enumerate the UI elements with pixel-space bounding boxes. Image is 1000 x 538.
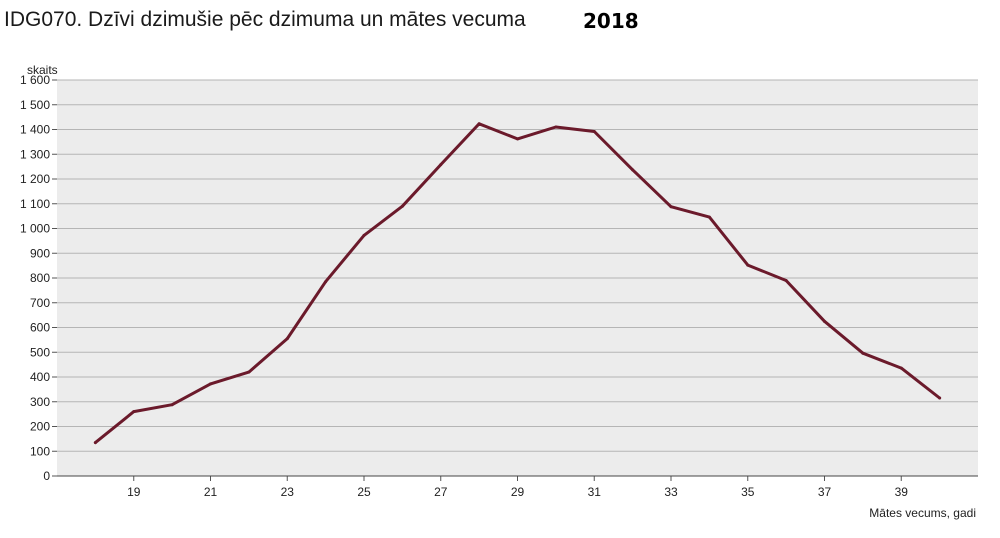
y-tick-label: 900 [30,246,50,260]
data-point [554,125,558,129]
x-axis-label: Mātes vecums, gadi [869,506,976,520]
x-tick-label: 31 [588,485,602,499]
y-tick-label: 1 500 [20,98,50,112]
y-axis-label: skaits [27,63,58,77]
data-point [899,366,903,370]
x-tick-label: 27 [434,485,448,499]
data-point [209,382,212,386]
y-tick-label: 1 400 [20,123,50,137]
y-tick-label: 600 [30,321,50,335]
y-tick-label: 1 100 [20,197,50,211]
data-point [707,215,711,219]
data-point [439,163,443,167]
data-point [631,168,635,172]
data-point [669,205,673,209]
y-tick-label: 1 300 [20,147,50,161]
x-tick-label: 37 [818,485,832,499]
x-axis-ticks: 19 21 23 25 27 29 31 33 35 37 39 [127,476,908,499]
data-point [746,263,750,267]
y-tick-label: 1 000 [20,222,50,236]
x-tick-label: 39 [895,485,909,499]
x-tick-label: 25 [357,485,371,499]
y-tick-label: 1 600 [20,73,50,87]
y-tick-label: 200 [30,420,50,434]
data-point [861,351,865,355]
data-point [784,278,788,282]
y-tick-label: 0 [43,469,50,483]
x-tick-label: 23 [281,485,295,499]
data-point [285,337,289,341]
data-point [400,204,404,208]
y-axis-ticks: 0 100 200 300 400 500 600 700 800 900 1 000 1 100 1 … [20,73,57,483]
x-tick-label: 33 [664,485,678,499]
x-tick-label: 21 [204,485,218,499]
data-point [247,370,251,374]
data-point [516,137,519,141]
data-point [93,441,97,445]
x-tick-label: 19 [127,485,141,499]
data-point [938,396,942,400]
data-point [324,280,328,284]
chart-title: IDG070. Dzīvi dzimušie pēc dzimuma un mā… [4,8,526,31]
y-tick-label: 100 [30,444,50,458]
data-point [592,129,596,133]
data-point [132,410,136,414]
data-point [823,319,826,323]
y-tick-label: 300 [30,395,50,409]
x-tick-label: 35 [741,485,755,499]
data-point [477,122,481,126]
gridlines [57,79,978,452]
y-tick-label: 500 [30,345,50,359]
y-tick-label: 700 [30,296,50,310]
data-point [362,233,366,237]
series-group [93,122,942,445]
y-tick-label: 400 [30,370,50,384]
year-label: 2018 [583,9,639,33]
data-point [170,403,174,407]
y-tick-label: 1 200 [20,172,50,186]
x-tick-label: 29 [511,485,525,499]
y-tick-label: 800 [30,271,50,285]
